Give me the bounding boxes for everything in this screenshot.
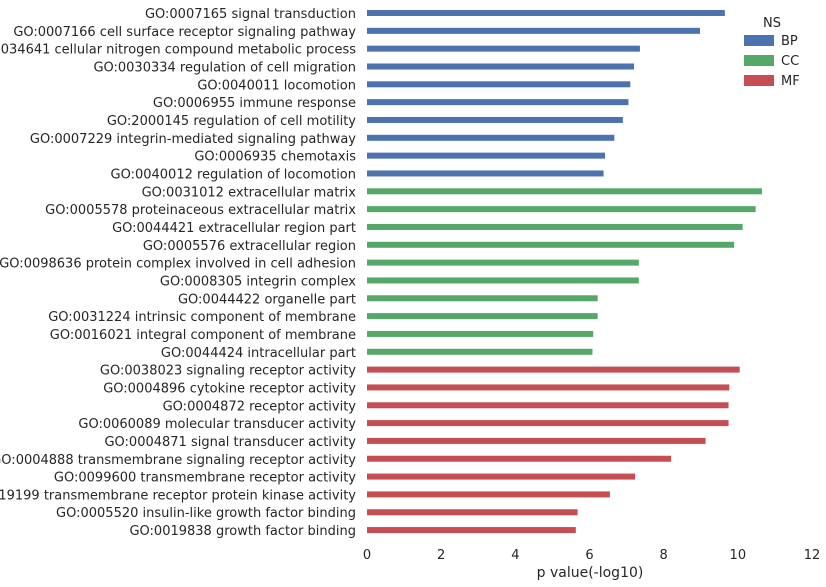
term-label: GO:0004896 cytokine receptor activity xyxy=(103,381,356,396)
bar-bp xyxy=(367,10,725,16)
term-labels: GO:0007165 signal transduction GO:0007166… xyxy=(0,7,356,539)
term-label: GO:0060089 molecular transducer activity xyxy=(78,417,356,432)
legend-swatch-cc xyxy=(744,55,774,66)
bar-bp xyxy=(367,152,606,159)
bar-cc xyxy=(367,241,735,248)
x-tick-label: 2 xyxy=(437,548,445,563)
bar-cc xyxy=(367,206,756,213)
term-label: GO:0019838 growth factor binding xyxy=(129,524,356,539)
term-label: GO:0031012 extracellular matrix xyxy=(142,185,357,200)
term-label: GO:0098636 protein complex involved in c… xyxy=(0,257,356,272)
term-label: GO:0007165 signal transduction xyxy=(145,7,356,22)
bar-cc xyxy=(367,223,743,230)
term-label: GO:0004888 transmembrane signaling recep… xyxy=(0,453,356,468)
x-tick-label: 8 xyxy=(660,548,668,563)
bar-cc xyxy=(367,188,762,195)
bar-mf xyxy=(367,366,740,373)
term-label: GO:0031224 intrinsic component of membra… xyxy=(48,310,356,325)
bar-mf xyxy=(367,402,729,409)
bar-bp xyxy=(367,81,631,88)
term-label: GO:2000145 regulation of cell motility xyxy=(107,114,356,129)
bar-mf xyxy=(367,420,729,427)
term-label: GO:0019199 transmembrane receptor protei… xyxy=(0,488,356,503)
x-tick-label: 4 xyxy=(511,548,519,563)
bar-mf xyxy=(367,437,706,444)
bar-mf xyxy=(367,491,610,498)
term-label: GO:0005520 insulin-like growth factor bi… xyxy=(56,506,356,521)
term-label: GO:0040011 locomotion xyxy=(197,78,356,93)
bar-bp xyxy=(367,116,623,123)
bar-mf xyxy=(367,509,578,516)
legend-title: NS xyxy=(763,16,781,31)
term-label: GO:0044421 extracellular region part xyxy=(112,221,356,236)
bar-bp xyxy=(367,170,604,177)
bar-mf xyxy=(367,455,672,462)
term-label: GO:0016021 integral component of membran… xyxy=(50,328,356,343)
bar-cc xyxy=(367,295,598,302)
x-tick-label: 0 xyxy=(363,548,371,563)
legend-entry-bp: BP xyxy=(781,34,798,49)
bar-cc xyxy=(367,313,598,320)
bar-bp xyxy=(367,27,701,34)
term-label: GO:0005576 extracellular region xyxy=(143,239,356,254)
term-label: GO:0044424 intracellular part xyxy=(161,346,356,361)
bar-mf xyxy=(367,384,730,391)
term-label: GO:0044422 organelle part xyxy=(178,292,356,307)
term-label: GO:0006955 immune response xyxy=(153,96,356,111)
term-label: GO:0006935 chemotaxis xyxy=(194,150,356,165)
bar-cc xyxy=(367,348,593,355)
bar-mf xyxy=(367,473,636,480)
term-label: GO:0007229 integrin-mediated signaling p… xyxy=(30,132,356,147)
term-label: GO:0007166 cell surface receptor signali… xyxy=(13,25,356,40)
bars-layer xyxy=(367,10,762,534)
bar-cc xyxy=(367,259,639,266)
term-label: GO:0004871 signal transducer activity xyxy=(104,435,356,450)
legend: NS BP CC MF xyxy=(744,16,800,89)
legend-swatch-mf xyxy=(744,75,774,86)
bar-bp xyxy=(367,63,634,70)
term-label: GO:0004872 receptor activity xyxy=(163,399,357,414)
x-axis: p value(-log10) 0 2 4 6 8 10 12 xyxy=(363,548,820,581)
bar-bp xyxy=(367,45,640,52)
bar-cc xyxy=(367,277,639,284)
legend-entry-cc: CC xyxy=(781,54,799,69)
x-tick-label: 10 xyxy=(730,548,747,563)
term-label: GO:0099600 transmembrane receptor activi… xyxy=(54,471,356,486)
bar-mf xyxy=(367,527,576,534)
x-axis-label: p value(-log10) xyxy=(537,565,644,581)
bar-cc xyxy=(367,330,594,337)
x-tick-label: 12 xyxy=(804,548,821,563)
bar-bp xyxy=(367,99,629,106)
term-label: GO:0008305 integrin complex xyxy=(160,274,356,289)
legend-swatch-bp xyxy=(744,35,774,46)
term-label: GO:0005578 proteinaceous extracellular m… xyxy=(45,203,356,218)
legend-entry-mf: MF xyxy=(781,74,800,89)
bar-bp xyxy=(367,134,615,141)
term-label: GO:0040012 regulation of locomotion xyxy=(111,167,357,182)
term-label: GO:0030334 regulation of cell migration xyxy=(93,60,356,75)
term-label: GO:0038023 signaling receptor activity xyxy=(100,364,356,379)
x-tick-label: 6 xyxy=(585,548,593,563)
term-label: GO:0034641 cellular nitrogen compound me… xyxy=(0,43,356,58)
